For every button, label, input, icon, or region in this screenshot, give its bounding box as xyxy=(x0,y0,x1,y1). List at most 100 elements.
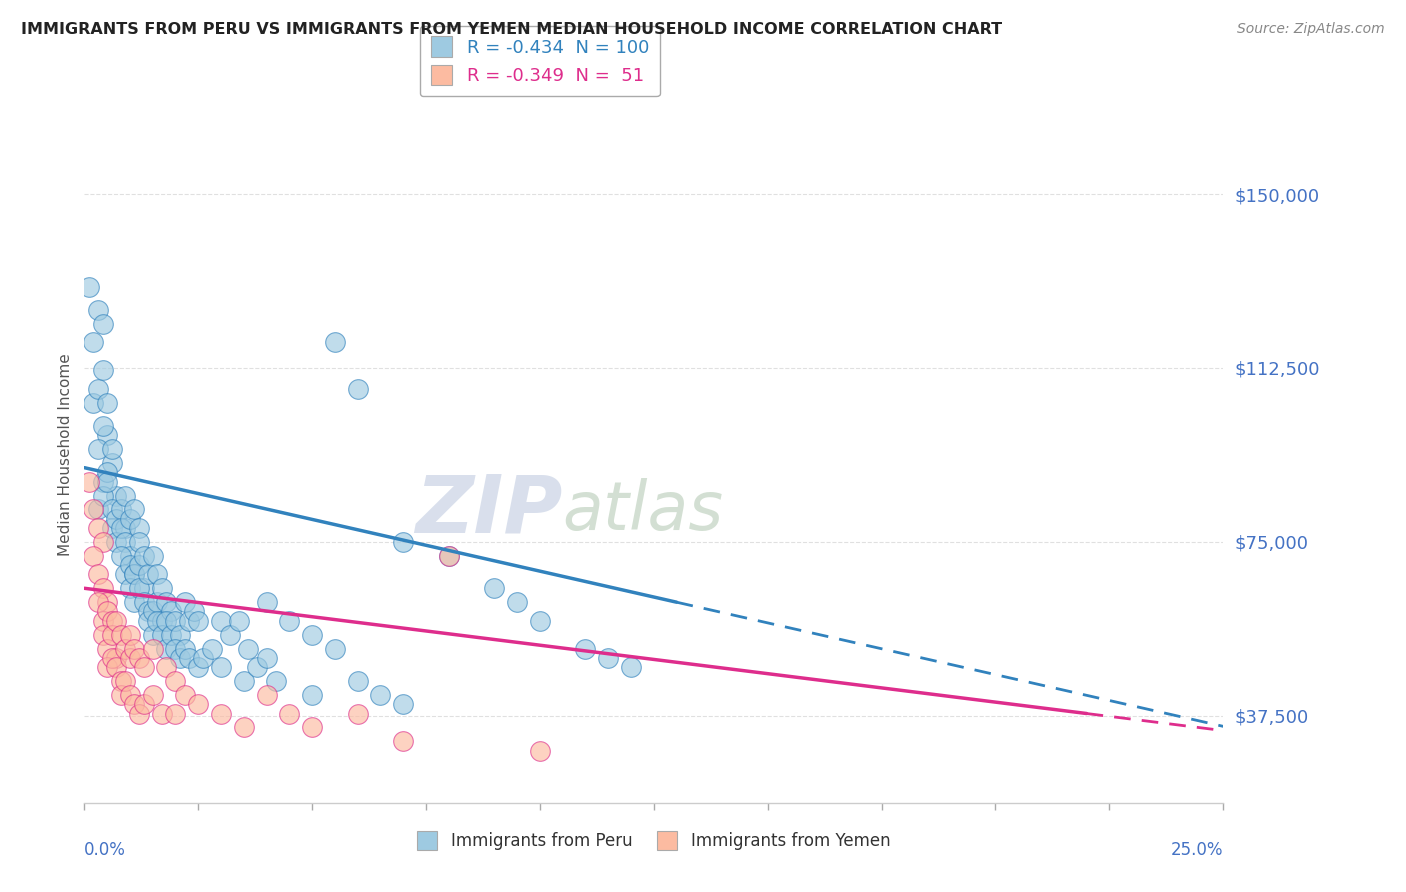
Point xyxy=(264,674,287,689)
Point xyxy=(132,595,155,609)
Point xyxy=(96,428,118,442)
Point xyxy=(110,521,132,535)
Point xyxy=(232,674,254,689)
Point xyxy=(187,614,209,628)
Point xyxy=(100,614,122,628)
Point xyxy=(392,734,415,748)
Point xyxy=(100,651,122,665)
Point xyxy=(392,698,415,712)
Point xyxy=(91,418,114,433)
Point xyxy=(128,558,150,573)
Point xyxy=(183,605,205,619)
Point xyxy=(118,688,141,702)
Point xyxy=(219,628,242,642)
Point xyxy=(346,674,368,689)
Point xyxy=(91,534,114,549)
Point xyxy=(118,558,141,573)
Point xyxy=(191,651,214,665)
Legend: Immigrants from Peru, Immigrants from Yemen: Immigrants from Peru, Immigrants from Ye… xyxy=(411,824,897,857)
Point xyxy=(105,511,128,525)
Point xyxy=(118,628,141,642)
Point xyxy=(301,628,323,642)
Text: 25.0%: 25.0% xyxy=(1171,841,1223,859)
Point xyxy=(146,614,169,628)
Point xyxy=(124,595,146,609)
Point xyxy=(301,688,323,702)
Point xyxy=(484,582,506,596)
Point xyxy=(91,363,114,377)
Point xyxy=(323,641,346,656)
Point xyxy=(110,688,132,702)
Point xyxy=(278,706,301,721)
Point xyxy=(100,521,122,535)
Point xyxy=(165,706,187,721)
Point xyxy=(87,303,110,318)
Text: IMMIGRANTS FROM PERU VS IMMIGRANTS FROM YEMEN MEDIAN HOUSEHOLD INCOME CORRELATIO: IMMIGRANTS FROM PERU VS IMMIGRANTS FROM … xyxy=(21,22,1002,37)
Point xyxy=(96,595,118,609)
Point xyxy=(91,614,114,628)
Point xyxy=(146,595,169,609)
Point xyxy=(179,614,201,628)
Point xyxy=(323,335,346,350)
Point xyxy=(128,534,150,549)
Point xyxy=(124,698,146,712)
Point xyxy=(110,549,132,563)
Point xyxy=(114,641,136,656)
Point xyxy=(82,549,104,563)
Point xyxy=(142,605,165,619)
Point xyxy=(209,706,232,721)
Point xyxy=(165,674,187,689)
Point xyxy=(598,651,620,665)
Point xyxy=(100,628,122,642)
Point xyxy=(136,567,159,582)
Point xyxy=(173,688,195,702)
Point xyxy=(91,628,114,642)
Point xyxy=(124,567,146,582)
Point xyxy=(209,660,232,674)
Point xyxy=(179,651,201,665)
Point xyxy=(128,651,150,665)
Point xyxy=(105,614,128,628)
Point xyxy=(124,641,146,656)
Point xyxy=(96,466,118,480)
Point xyxy=(114,674,136,689)
Point xyxy=(91,475,114,489)
Point xyxy=(173,595,195,609)
Point xyxy=(370,688,392,702)
Text: Source: ZipAtlas.com: Source: ZipAtlas.com xyxy=(1237,22,1385,37)
Point xyxy=(256,651,278,665)
Point xyxy=(128,521,150,535)
Point xyxy=(142,688,165,702)
Point xyxy=(77,475,100,489)
Point xyxy=(187,698,209,712)
Point xyxy=(155,614,177,628)
Point xyxy=(150,706,173,721)
Point xyxy=(128,706,150,721)
Point xyxy=(110,674,132,689)
Point xyxy=(118,549,141,563)
Point xyxy=(87,567,110,582)
Point xyxy=(150,628,173,642)
Point xyxy=(100,442,122,456)
Point xyxy=(155,595,177,609)
Point xyxy=(87,382,110,396)
Y-axis label: Median Household Income: Median Household Income xyxy=(58,353,73,557)
Point xyxy=(529,614,551,628)
Point xyxy=(165,614,187,628)
Point xyxy=(173,641,195,656)
Point xyxy=(346,706,368,721)
Point xyxy=(238,641,260,656)
Point xyxy=(246,660,269,674)
Point xyxy=(132,698,155,712)
Point xyxy=(437,549,460,563)
Point xyxy=(201,641,224,656)
Point xyxy=(132,549,155,563)
Point xyxy=(82,395,104,409)
Point xyxy=(256,595,278,609)
Point xyxy=(136,614,159,628)
Point xyxy=(124,567,146,582)
Point xyxy=(529,744,551,758)
Point xyxy=(114,534,136,549)
Point xyxy=(128,582,150,596)
Point xyxy=(256,688,278,702)
